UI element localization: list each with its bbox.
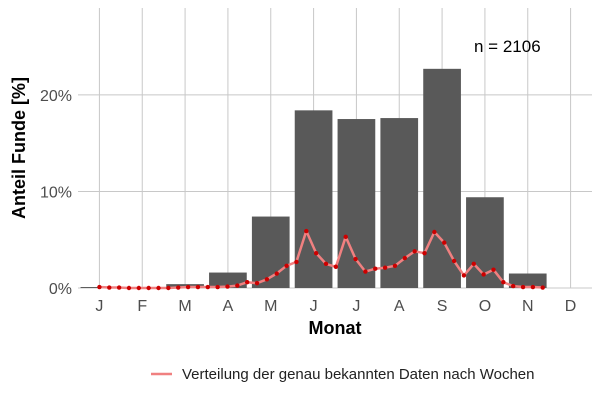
weekly-point-43 bbox=[510, 283, 516, 289]
weekly-point-11 bbox=[195, 284, 201, 290]
y-tick-label: 0% bbox=[49, 281, 72, 298]
x-axis-title: Monat bbox=[309, 318, 362, 338]
y-tick-label: 10% bbox=[40, 184, 72, 201]
weekly-point-23 bbox=[313, 251, 319, 256]
weekly-point-1 bbox=[97, 284, 102, 290]
weekly-point-40 bbox=[481, 272, 486, 277]
weekly-point-27 bbox=[353, 256, 358, 262]
weekly-point-45 bbox=[530, 284, 536, 290]
weekly-line-path bbox=[99, 229, 543, 290]
bar-7 bbox=[337, 119, 376, 288]
weekly-point-29 bbox=[373, 266, 378, 271]
weekly-point-37 bbox=[451, 258, 457, 264]
weekly-point-36 bbox=[442, 240, 447, 245]
x-tick-label: A bbox=[223, 298, 234, 315]
weekly-point-31 bbox=[392, 263, 398, 268]
weekly-point-42 bbox=[501, 280, 506, 285]
weekly-point-30 bbox=[382, 265, 388, 270]
bar-8 bbox=[380, 118, 419, 288]
bar-6 bbox=[294, 110, 333, 289]
legend-label: Verteilung der genau bekannten Daten nac… bbox=[182, 366, 535, 383]
y-tick-labels: 0% 10% 20% bbox=[40, 88, 72, 298]
weekly-point-3 bbox=[116, 285, 122, 290]
weekly-point-44 bbox=[520, 284, 526, 290]
weekly-point-10 bbox=[185, 284, 191, 290]
weekly-point-12 bbox=[205, 284, 210, 290]
bar-11 bbox=[508, 273, 547, 288]
weekly-point-38 bbox=[461, 273, 467, 278]
y-tick-label: 20% bbox=[40, 88, 72, 105]
x-tick-label: N bbox=[522, 298, 534, 315]
x-tick-label: O bbox=[479, 298, 491, 315]
weekly-point-19 bbox=[274, 271, 279, 276]
weekly-point-16 bbox=[244, 280, 250, 285]
weekly-distribution-points bbox=[97, 228, 545, 291]
x-tick-label: D bbox=[565, 298, 577, 315]
weekly-point-28 bbox=[363, 269, 368, 274]
bar-9 bbox=[423, 68, 461, 289]
weekly-point-7 bbox=[156, 285, 161, 291]
weekly-point-13 bbox=[215, 284, 220, 290]
x-tick-label: A bbox=[394, 298, 405, 315]
weekly-point-2 bbox=[107, 285, 112, 290]
weekly-point-24 bbox=[323, 261, 329, 267]
x-tick-label: J bbox=[352, 298, 360, 315]
weekly-point-9 bbox=[176, 285, 181, 290]
x-tick-label: J bbox=[310, 298, 318, 315]
weekly-point-20 bbox=[284, 263, 289, 268]
weekly-point-34 bbox=[422, 251, 427, 256]
weekly-point-4 bbox=[126, 285, 132, 291]
weekly-point-32 bbox=[402, 255, 408, 261]
weekly-point-8 bbox=[166, 285, 171, 291]
weekly-point-15 bbox=[235, 283, 240, 288]
weekly-point-14 bbox=[225, 284, 230, 289]
weekly-point-25 bbox=[333, 264, 339, 269]
x-tick-label: F bbox=[137, 298, 147, 315]
weekly-point-33 bbox=[412, 249, 417, 254]
x-tick-label: J bbox=[95, 298, 103, 315]
weekly-point-6 bbox=[146, 285, 151, 291]
weekly-point-18 bbox=[264, 277, 270, 282]
bars bbox=[80, 68, 547, 289]
x-tick-label: M bbox=[178, 298, 191, 315]
weekly-point-21 bbox=[294, 259, 299, 265]
y-axis-title: Anteil Funde [%] bbox=[9, 77, 29, 219]
weekly-distribution-line bbox=[99, 229, 543, 290]
sample-size-annotation: n = 2106 bbox=[474, 37, 541, 56]
x-tick-label: S bbox=[437, 298, 448, 315]
weekly-point-5 bbox=[136, 285, 142, 291]
weekly-point-26 bbox=[343, 234, 348, 240]
weekly-point-35 bbox=[432, 229, 437, 235]
weekly-point-41 bbox=[491, 267, 496, 272]
x-tick-label: M bbox=[264, 298, 277, 315]
weekly-point-22 bbox=[304, 228, 309, 234]
weekly-point-46 bbox=[540, 285, 545, 290]
legend: Verteilung der genau bekannten Daten nac… bbox=[151, 366, 535, 383]
weekly-point-17 bbox=[254, 280, 260, 286]
weekly-point-39 bbox=[471, 261, 476, 267]
